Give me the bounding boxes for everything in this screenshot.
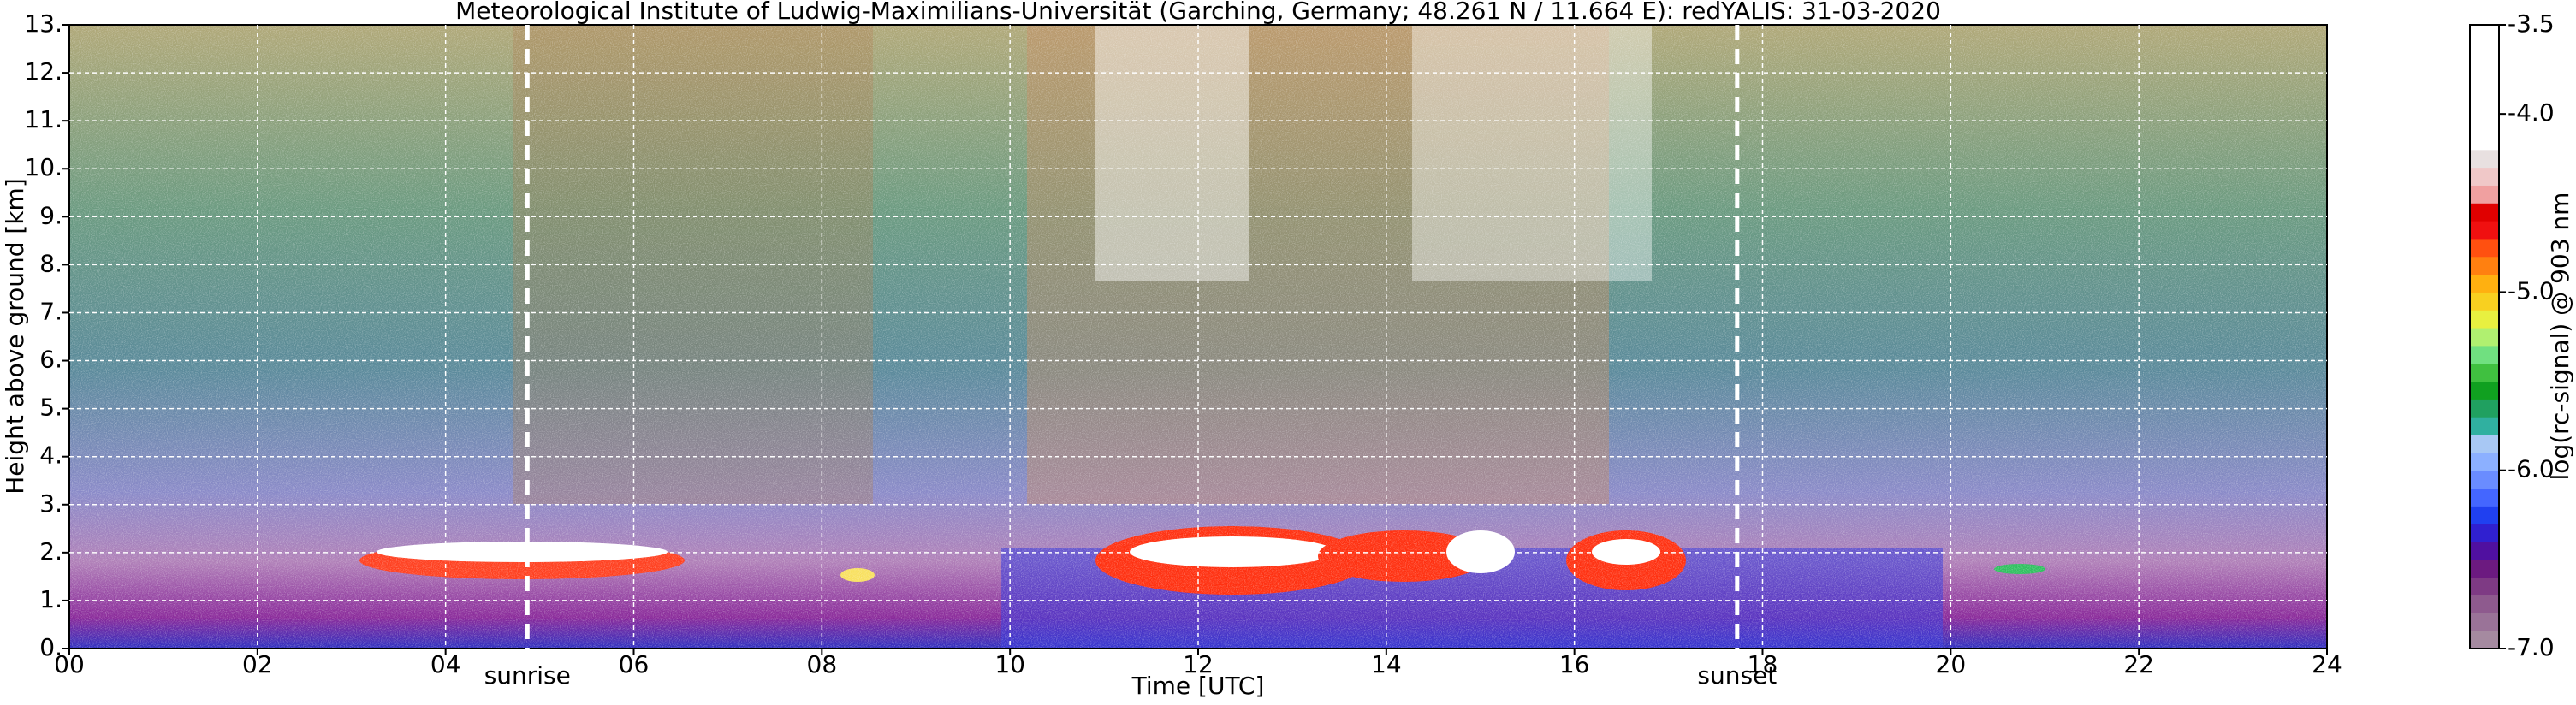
colorbar-segment <box>2470 506 2499 524</box>
colorbar-segment <box>2470 631 2499 649</box>
x-tick-label: 00 <box>54 650 85 678</box>
colorbar-segment <box>2470 470 2499 489</box>
x-tick-label: 22 <box>2123 650 2154 678</box>
colorbar-segment <box>2470 185 2499 204</box>
y-tick-label: 12. <box>24 57 62 86</box>
y-tick-label: 3. <box>39 489 62 518</box>
y-tick-label: 6. <box>39 346 62 374</box>
x-tick-label: 12 <box>1183 650 1214 678</box>
y-tick-label: 8. <box>39 249 62 277</box>
x-tick-label: 06 <box>619 650 650 678</box>
colorbar-segment <box>2470 221 2499 240</box>
y-tick-label: 2. <box>39 537 62 566</box>
colorbar-segment <box>2470 399 2499 418</box>
x-tick-label: 16 <box>1559 650 1590 678</box>
x-tick-label: 18 <box>1748 650 1778 678</box>
y-tick-label: 13. <box>24 9 62 38</box>
y-tick-label: 4. <box>39 441 62 470</box>
y-tick-label: 1. <box>39 585 62 613</box>
colorbar-segment <box>2470 25 2499 44</box>
colorbar-segment <box>2470 488 2499 507</box>
x-tick-label: 08 <box>807 650 838 678</box>
colorbar-segment <box>2470 42 2499 62</box>
y-axis-label: Height above ground [km] <box>1 178 29 495</box>
colorbar-segment <box>2470 381 2499 400</box>
x-tick-label: 10 <box>994 650 1025 678</box>
x-tick-label: 02 <box>242 650 273 678</box>
colorbar-segment <box>2470 131 2499 151</box>
colorbar-segment <box>2470 363 2499 382</box>
colorbar-segment <box>2470 167 2499 186</box>
colorbar-segment <box>2470 328 2499 347</box>
y-tick-label: 10. <box>24 153 62 181</box>
colorbar-tick-label: -4.0 <box>2508 98 2555 127</box>
annotation-label: sunset <box>1697 661 1777 690</box>
colorbar-segment <box>2470 256 2499 275</box>
colorbar-segment <box>2470 114 2499 133</box>
x-tick-label: 24 <box>2312 650 2342 678</box>
colorbar-segment <box>2470 452 2499 471</box>
colorbar-tick-label: -6.0 <box>2508 455 2555 483</box>
colorbar-segment <box>2470 595 2499 613</box>
colorbar-tick-label: -3.5 <box>2508 9 2555 38</box>
y-tick-label: 11. <box>24 105 62 133</box>
colorbar-segment <box>2470 203 2499 222</box>
colorbar-segment <box>2470 78 2499 97</box>
colorbar-segment <box>2470 238 2499 258</box>
x-tick-label: 14 <box>1371 650 1402 678</box>
colorbar-segment <box>2470 345 2499 364</box>
x-axis-label: Time [UTC] <box>1131 672 1265 700</box>
colorbar-tick-label: -5.0 <box>2508 276 2555 305</box>
colorbar-segment <box>2470 542 2499 560</box>
colorbar-segment <box>2470 417 2499 435</box>
colorbar-segment <box>2470 577 2499 596</box>
colorbar-segment <box>2470 559 2499 578</box>
y-tick-label: 5. <box>39 394 62 422</box>
colorbar-segment <box>2470 292 2499 311</box>
colorbar-segment <box>2470 524 2499 542</box>
colorbar-tick-label: -7.0 <box>2508 633 2555 661</box>
y-tick-label: 0. <box>39 633 62 661</box>
y-tick-label: 9. <box>39 201 62 229</box>
colorbar-label: log(rc-signal) @ 903 nm <box>2546 193 2574 481</box>
colorbar-segment <box>2470 613 2499 631</box>
colorbar-segment <box>2470 96 2499 115</box>
x-tick-label: 04 <box>430 650 461 678</box>
annotation-label: sunrise <box>484 661 571 690</box>
x-tick-label: 20 <box>1936 650 1967 678</box>
colorbar-segment <box>2470 274 2499 293</box>
colorbar-segment <box>2470 149 2499 169</box>
y-tick-label: 7. <box>39 297 62 325</box>
chart-title: Meteorological Institute of Ludwig-Maxim… <box>455 0 1941 25</box>
colorbar-segment <box>2470 310 2499 329</box>
colorbar-segment <box>2470 435 2499 453</box>
colorbar-segment <box>2470 60 2499 79</box>
colorbar-frame <box>2469 24 2500 649</box>
